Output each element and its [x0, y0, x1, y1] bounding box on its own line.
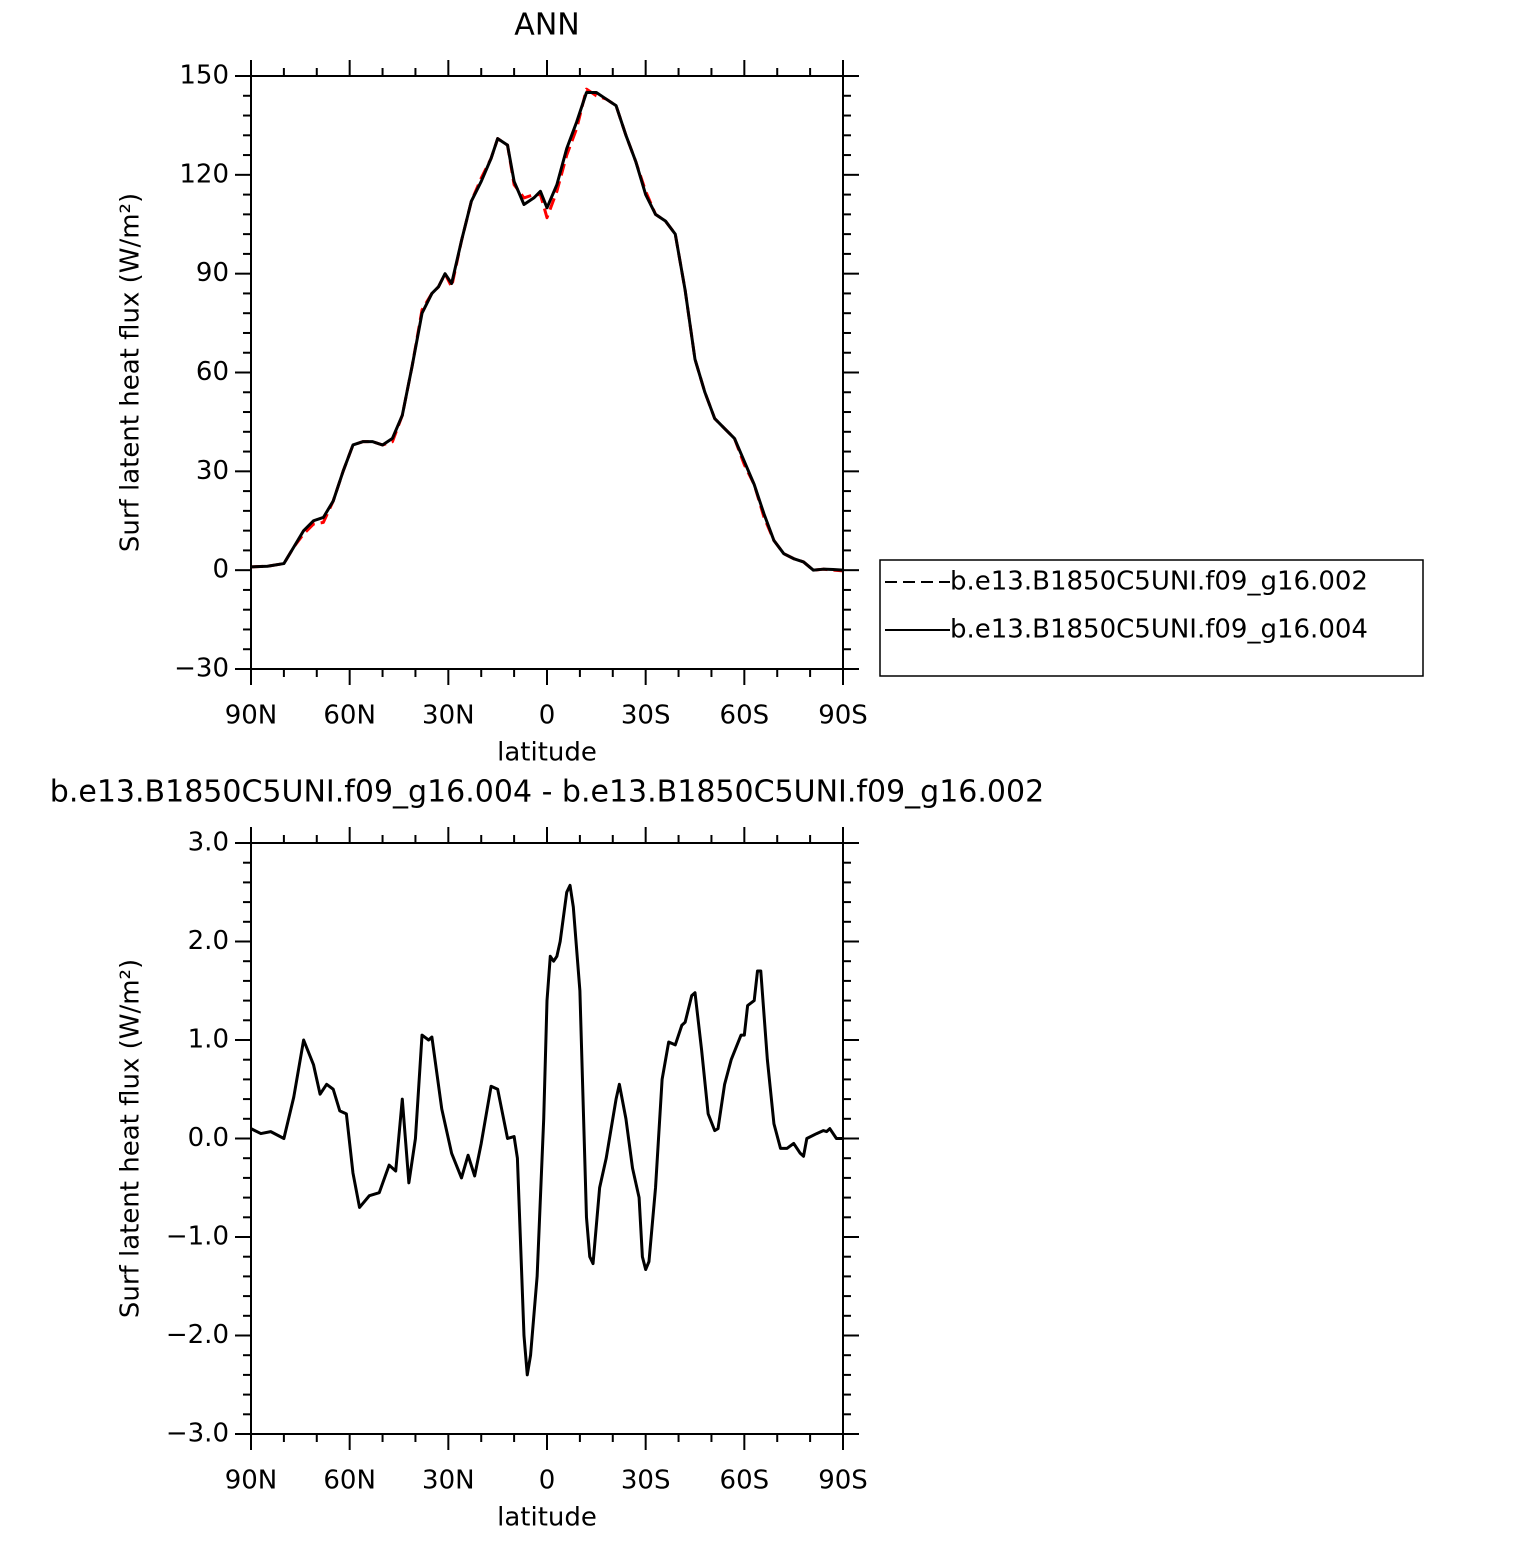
x-axis-label: latitude [497, 738, 597, 768]
y-tick-label: 1.0 [188, 1025, 229, 1055]
y-axis-label: Surf latent heat flux (W/m²) [116, 959, 146, 1318]
x-tick-label: 60S [720, 1466, 770, 1496]
y-tick-label: 2.0 [188, 926, 229, 956]
x-tick-label: 60S [720, 701, 770, 731]
y-tick-label: 150 [179, 61, 229, 91]
y-tick-label: 0 [212, 555, 229, 585]
legend-box [879, 559, 1424, 677]
x-tick-label: 90N [225, 1466, 278, 1496]
y-tick-label: 30 [196, 456, 229, 486]
x-tick-label: 30N [422, 701, 475, 731]
y-axis-label: Surf latent heat flux (W/m²) [116, 193, 146, 552]
x-axis-label: latitude [497, 1503, 597, 1533]
plot-frame [250, 75, 844, 670]
legend-label: b.e13.B1850C5UNI.f09_g16.004 [950, 615, 1368, 645]
y-tick-label: 0.0 [188, 1123, 229, 1153]
y-tick-label: −3.0 [166, 1419, 229, 1449]
x-tick-label: 60N [323, 701, 376, 731]
x-tick-label: 90N [225, 701, 278, 731]
x-tick-label: 0 [539, 701, 556, 731]
y-tick-label: −2.0 [166, 1320, 229, 1350]
x-tick-label: 30N [422, 1466, 475, 1496]
legend-label: b.e13.B1850C5UNI.f09_g16.002 [950, 567, 1368, 597]
x-tick-label: 30S [621, 1466, 671, 1496]
y-tick-label: −30 [174, 654, 229, 684]
x-tick-label: 90S [818, 701, 868, 731]
x-tick-label: 0 [539, 1466, 556, 1496]
data-line [250, 883, 843, 1377]
y-tick-label: 3.0 [188, 828, 229, 858]
chart-title: ANN [514, 8, 579, 43]
x-tick-label: 30S [621, 701, 671, 731]
y-tick-label: 120 [179, 159, 229, 189]
x-tick-label: 90S [818, 1466, 868, 1496]
y-tick-label: 60 [196, 357, 229, 387]
y-tick-label: −1.0 [166, 1222, 229, 1252]
y-tick-label: 90 [196, 258, 229, 288]
x-tick-label: 60N [323, 1466, 376, 1496]
data-line [250, 87, 844, 573]
data-line [250, 90, 844, 572]
chart-title: b.e13.B1850C5UNI.f09_g16.004 - b.e13.B18… [50, 775, 1044, 810]
plot-frame [250, 842, 844, 1435]
